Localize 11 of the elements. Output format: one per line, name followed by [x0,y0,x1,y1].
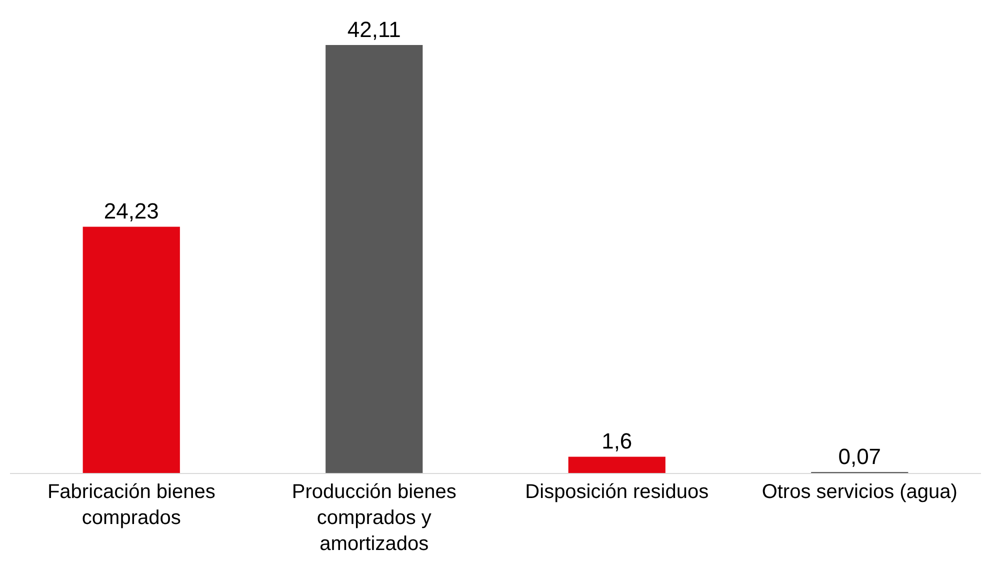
data-label: 24,23 [104,198,159,224]
data-label: 42,11 [347,17,401,42]
x-tick-label: Fabricación bienes comprados [47,481,216,529]
data-label: 0,07 [838,444,882,469]
bar [326,45,423,473]
x-tick-label: Disposición residuos [525,481,709,503]
x-tick-label: Otros servicios (agua) [762,481,958,503]
x-tick-label: Producción bienes comprados y amortizados [292,481,456,555]
bar [568,456,666,473]
bar [82,226,180,473]
data-label: 1,6 [602,428,632,454]
